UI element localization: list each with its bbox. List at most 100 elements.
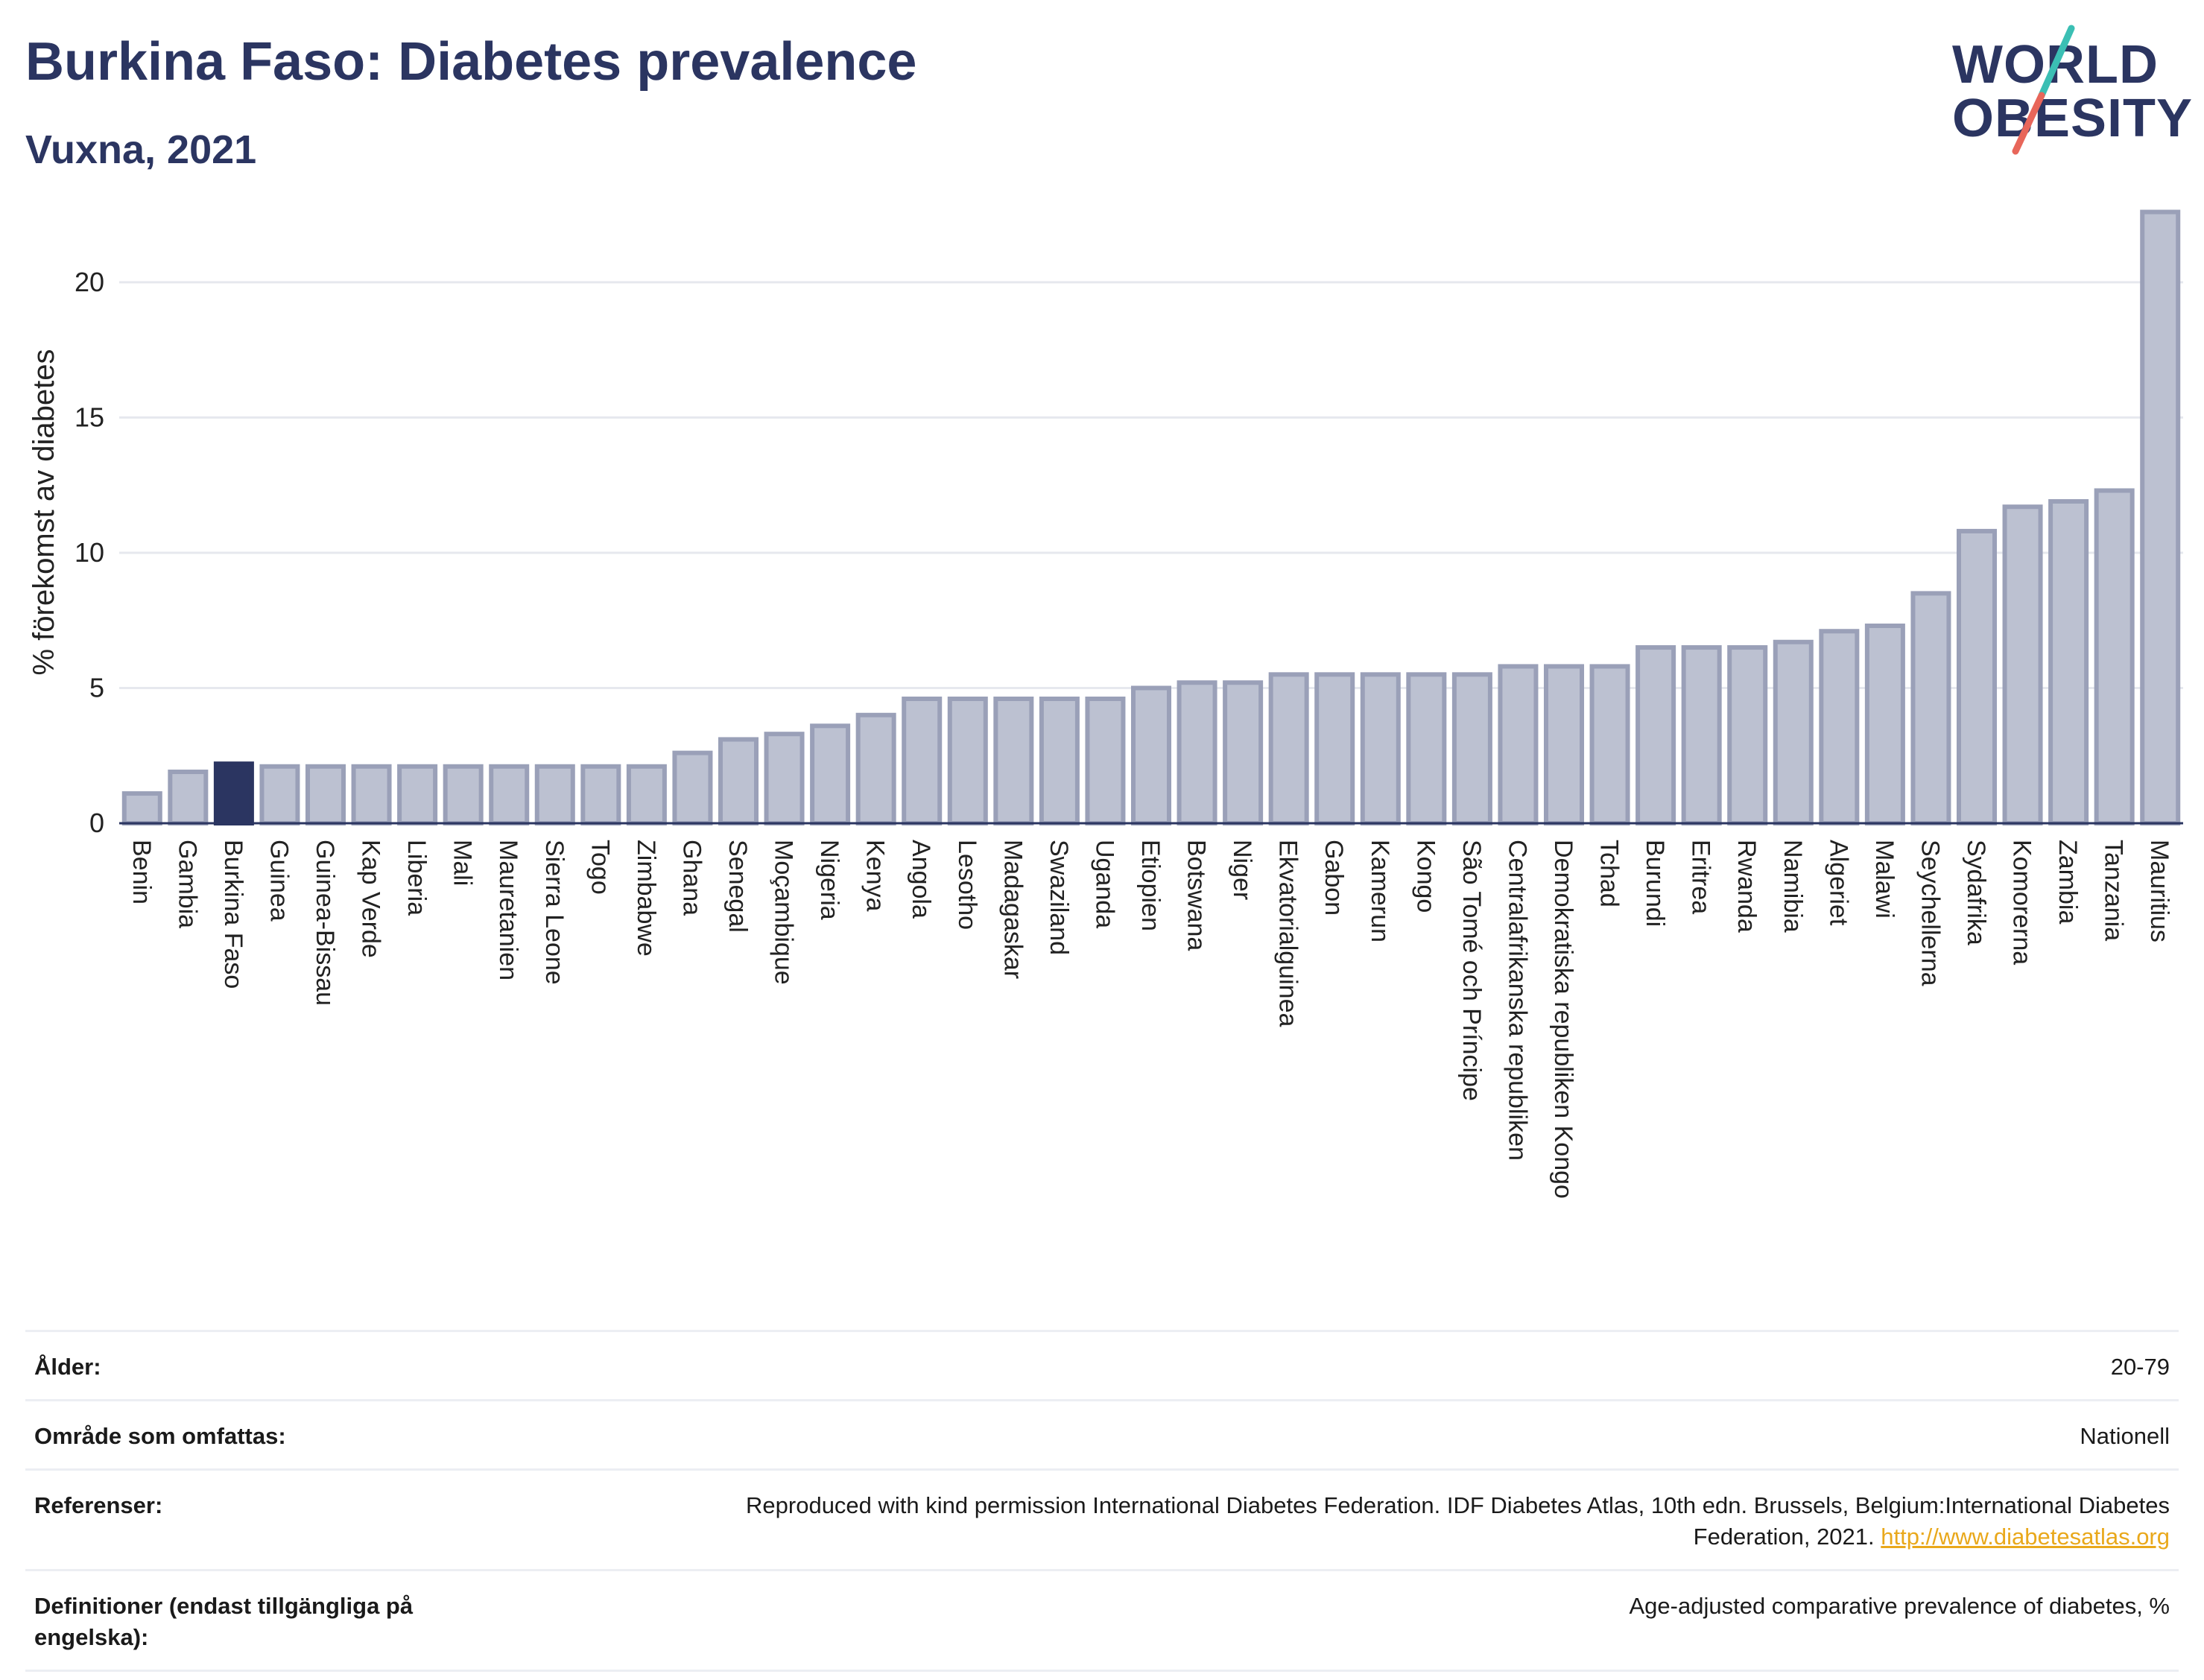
bar[interactable] <box>993 697 1034 825</box>
bar[interactable] <box>1223 680 1264 826</box>
x-tick-label: Eritrea <box>1687 840 1715 914</box>
bar[interactable] <box>443 764 484 825</box>
bar[interactable] <box>902 697 943 825</box>
bar[interactable] <box>1406 672 1447 826</box>
meta-value: Reproduced with kind permission Internat… <box>642 1490 2170 1553</box>
bar[interactable] <box>2094 488 2135 825</box>
x-tick-label: Gambia <box>173 840 201 928</box>
bar[interactable] <box>626 764 667 825</box>
bar[interactable] <box>534 764 575 825</box>
bar[interactable] <box>1681 645 1722 825</box>
bar[interactable] <box>1635 645 1676 825</box>
bar[interactable] <box>1864 623 1905 825</box>
y-axis-ticks: 0 5 10 15 20 <box>75 267 104 838</box>
bar[interactable] <box>1543 664 1585 825</box>
meta-row-definitions: Definitioner (endast tillgängliga på eng… <box>25 1569 2179 1672</box>
x-tick-label: Benin <box>127 840 156 904</box>
meta-value: 20-79 <box>2110 1354 2170 1380</box>
y-axis-label: % förekomst av diabetes <box>28 349 60 676</box>
y-tick-label: 10 <box>75 537 104 568</box>
x-tick-label: Moçambique <box>770 840 798 985</box>
bar[interactable] <box>1039 697 1080 825</box>
x-axis-labels: Benin Gambia Burkina Faso Guinea Guinea-Biss… <box>127 840 2173 1199</box>
bar[interactable] <box>305 764 346 825</box>
bars <box>121 209 2181 826</box>
bar[interactable] <box>672 750 713 826</box>
bar[interactable] <box>1451 672 1492 826</box>
bar[interactable] <box>2140 209 2181 826</box>
bar[interactable] <box>1956 528 1998 825</box>
x-tick-label: Swaziland <box>1045 840 1073 955</box>
bar[interactable] <box>1773 639 1814 825</box>
x-tick-label: Madagaskar <box>998 840 1027 979</box>
x-tick-label: Demokratiska republiken Kongo <box>1549 840 1577 1199</box>
x-tick-label: Seychellerna <box>1916 840 1944 986</box>
x-tick-label: Lesotho <box>953 840 981 930</box>
meta-label: Referenser: <box>34 1492 163 1518</box>
x-tick-label: Burundi <box>1641 840 1669 927</box>
x-tick-label: Tanzania <box>2100 840 2128 941</box>
bar[interactable] <box>764 732 805 826</box>
page-title: Burkina Faso: Diabetes prevalence <box>25 32 917 92</box>
x-tick-label: Kamerun <box>1366 840 1394 942</box>
meta-value: Age-adjusted comparative prevalence of d… <box>1629 1593 2170 1619</box>
meta-row-age: Ålder: 20-79 <box>25 1330 2179 1399</box>
x-tick-label: Zambia <box>2053 840 2082 924</box>
meta-label: Definitioner (endast tillgängliga på eng… <box>34 1593 414 1650</box>
bar-chart: 0 5 10 15 20 Benin Gambia Burkina Faso Guinea Gu… <box>28 209 2183 1199</box>
x-tick-label: Ghana <box>677 840 706 916</box>
bar[interactable] <box>718 737 759 826</box>
logo-line-obesity: OBESITY <box>1952 89 2194 148</box>
bar[interactable] <box>351 764 392 825</box>
meta-label: Område som omfattas: <box>34 1423 286 1449</box>
bar[interactable] <box>1727 645 1768 825</box>
bar[interactable] <box>489 764 530 825</box>
x-tick-label: Komorerna <box>2008 840 2036 965</box>
page-subtitle: Vuxna, 2021 <box>25 127 257 172</box>
bar[interactable] <box>810 723 851 825</box>
x-tick-label: Guinea-Bissau <box>311 840 339 1006</box>
x-tick-label: Malawi <box>1870 840 1899 919</box>
bar-highlight[interactable] <box>213 761 254 825</box>
x-tick-label: Etiopien <box>1136 840 1165 931</box>
x-tick-label: Burkina Faso <box>219 840 247 989</box>
x-tick-label: São Tomé och Príncipe <box>1457 840 1486 1101</box>
bar[interactable] <box>1910 591 1951 825</box>
bar[interactable] <box>1819 629 1860 825</box>
bar[interactable] <box>168 770 209 825</box>
reference-text: Reproduced with kind permission Internat… <box>746 1492 2170 1550</box>
x-tick-label: Senegal <box>723 840 752 933</box>
bar[interactable] <box>1360 672 1401 826</box>
bar[interactable] <box>397 764 438 825</box>
x-tick-label: Kenya <box>861 840 890 911</box>
y-tick-label: 15 <box>75 402 104 432</box>
x-tick-label: Namibia <box>1779 840 1807 933</box>
bar[interactable] <box>1268 672 1309 826</box>
y-tick-label: 0 <box>89 808 104 838</box>
bar[interactable] <box>121 791 162 826</box>
bar[interactable] <box>855 712 896 825</box>
meta-label: Ålder: <box>34 1354 101 1380</box>
bar[interactable] <box>2048 498 2089 825</box>
bar[interactable] <box>1130 685 1172 826</box>
x-tick-label: Sydafrika <box>1962 840 1990 945</box>
bar[interactable] <box>259 764 300 825</box>
x-tick-label: Tchad <box>1595 840 1624 907</box>
x-tick-label: Togo <box>586 840 614 895</box>
bar[interactable] <box>1314 672 1355 826</box>
bar[interactable] <box>947 697 988 825</box>
world-obesity-logo[interactable]: WORLD OBESITY <box>1937 21 2194 162</box>
y-tick-label: 20 <box>75 267 104 297</box>
bar[interactable] <box>580 764 621 825</box>
x-tick-label: Mauritius <box>2145 840 2173 942</box>
bar[interactable] <box>1589 664 1630 825</box>
x-tick-label: Liberia <box>402 840 431 916</box>
bar[interactable] <box>1085 697 1126 825</box>
bar[interactable] <box>1498 664 1539 825</box>
bar[interactable] <box>1177 680 1217 826</box>
bar[interactable] <box>2002 504 2043 825</box>
x-tick-label: Rwanda <box>1732 840 1761 933</box>
x-tick-label: Angola <box>907 840 935 919</box>
reference-link[interactable]: http://www.diabetesatlas.org <box>1881 1524 2170 1550</box>
metadata-table: Ålder: 20-79 Område som omfattas: Nation… <box>25 1330 2179 1672</box>
